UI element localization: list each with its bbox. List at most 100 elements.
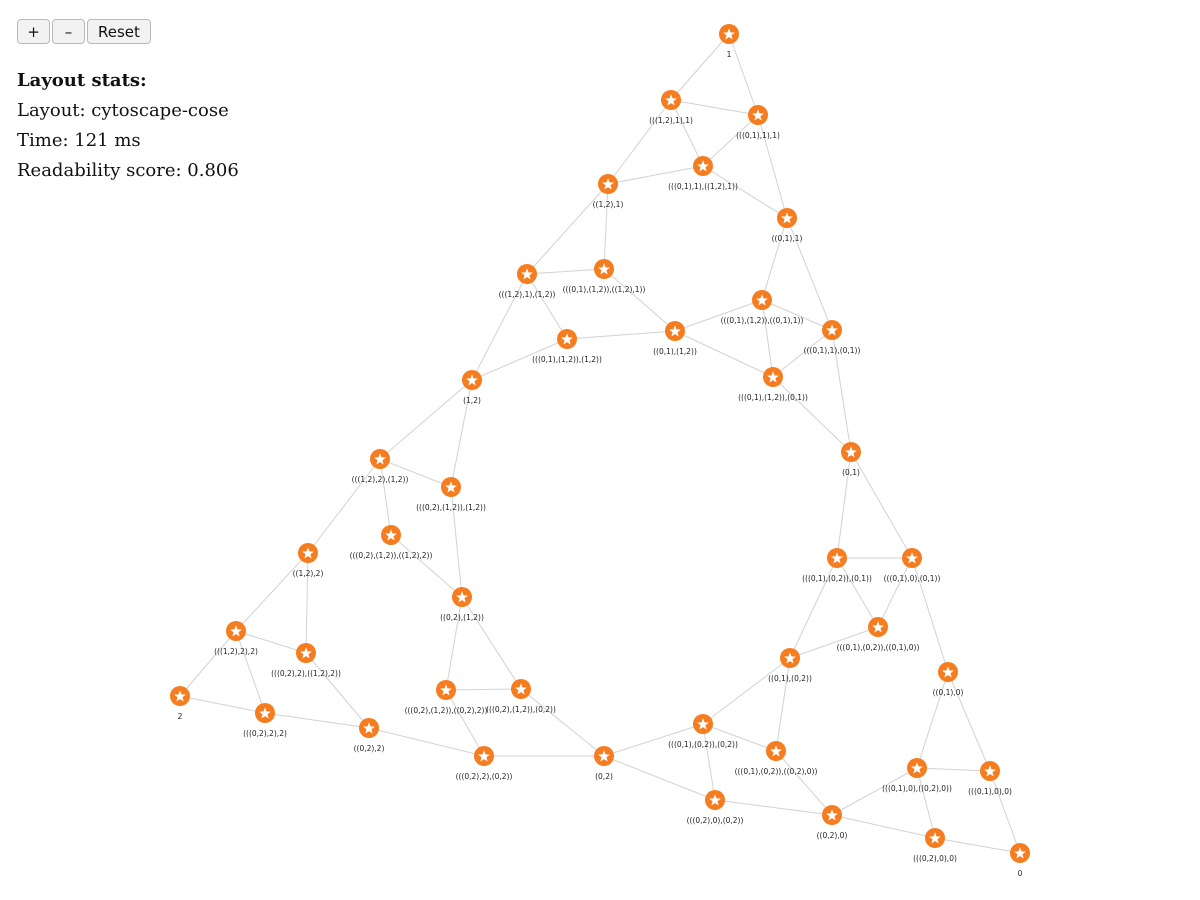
node-label: (((0,1),(1,2)),(0,1)) [738, 393, 808, 402]
graph-edge [757, 114, 788, 219]
graph-node[interactable]: 2 [170, 686, 190, 721]
reset-button[interactable]: Reset [87, 19, 151, 44]
graph-node[interactable]: 0 [1010, 843, 1030, 878]
graph-edge [603, 268, 676, 332]
node-label: (((0,1),1),(0,1)) [804, 346, 861, 355]
graph-node[interactable]: (((0,2),2),2) [243, 703, 287, 738]
node-label: (((0,2),(1,2)),(0,2)) [486, 705, 556, 714]
graph-edge [305, 652, 370, 729]
star-icon [826, 809, 838, 821]
node-label: ((0,2),2) [354, 744, 385, 753]
node-label: (0,2) [595, 772, 613, 781]
star-icon [752, 109, 764, 121]
star-icon [478, 750, 490, 762]
node-label: (((0,2),(1,2)),(1,2)) [416, 503, 486, 512]
graph-node[interactable]: (((0,1),(0,2)),((0,1),0)) [837, 617, 920, 652]
graph-node[interactable]: (0,2) [594, 746, 614, 781]
graph-edge [526, 268, 605, 275]
graph-node[interactable]: 1 [719, 24, 739, 59]
zoom-out-button[interactable]: – [52, 19, 85, 44]
graph-node[interactable]: ((0,1),1) [772, 208, 803, 243]
graph-node[interactable]: (((0,1),1),((1,2),1)) [668, 156, 738, 191]
graph-edge [728, 33, 759, 116]
graph-node[interactable]: ((0,1),(1,2)) [653, 321, 697, 356]
graph-node[interactable]: (((1,2),1),1) [649, 90, 693, 125]
graph-edge [526, 183, 609, 275]
graph-node[interactable]: (((0,2),2),((1,2),2)) [271, 643, 341, 678]
node-label: (((0,2),0),(0,2)) [687, 816, 744, 825]
graph-node[interactable]: (((0,1),(1,2)),((0,1),1)) [721, 290, 804, 325]
graph-edge [670, 99, 704, 167]
graph-edge [235, 630, 266, 714]
graph-node[interactable]: (((0,2),(1,2)),(1,2)) [416, 477, 486, 512]
graph-edge [989, 770, 1021, 854]
graph-edge [789, 557, 838, 659]
graph-edge [674, 299, 763, 332]
graph-node[interactable]: (((0,2),2),(0,2)) [456, 746, 513, 781]
graph-edge [603, 183, 609, 270]
graph-edge [836, 557, 879, 628]
graph-node[interactable]: (((0,2),(1,2)),((1,2),2)) [350, 525, 433, 560]
star-icon [767, 371, 779, 383]
graph-edge [445, 689, 485, 757]
graph-node[interactable]: (((0,1),(0,2)),(0,1)) [802, 548, 872, 583]
graph-edge [761, 299, 774, 378]
star-icon [665, 94, 677, 106]
graph-node[interactable]: ((0,1),0) [933, 662, 964, 697]
graph-edge [390, 534, 463, 598]
node-label: ((0,2),(1,2)) [440, 613, 484, 622]
star-icon [984, 765, 996, 777]
graph-edge [831, 329, 852, 453]
graph-edge [786, 217, 833, 331]
graph-edge [772, 329, 833, 378]
graph-node[interactable]: ((0,2),0) [817, 805, 848, 840]
graph-node[interactable]: (((0,1),(1,2)),((1,2),1)) [563, 259, 646, 294]
graph-node[interactable]: (((1,2),2),2) [214, 621, 258, 656]
graph-node[interactable]: (((0,1),(0,2)),((0,2),0)) [735, 741, 818, 776]
graph-node[interactable]: (((0,1),(1,2)),(0,1)) [738, 367, 808, 402]
graph-edge [379, 458, 392, 536]
graph-node[interactable]: (((0,1),(0,2)),(0,2)) [668, 714, 738, 749]
graph-node[interactable]: (((0,2),(1,2)),(0,2)) [486, 679, 556, 714]
graph-edge [911, 557, 949, 673]
graph-node[interactable]: ((0,2),2) [354, 718, 385, 753]
node-label: (((0,1),(1,2)),((0,1),1)) [721, 316, 804, 325]
graph-node[interactable]: ((0,2),(1,2)) [440, 587, 484, 622]
graph-edge [179, 630, 237, 697]
star-icon [756, 294, 768, 306]
graph-edge [471, 273, 528, 381]
graph-edge [603, 723, 704, 757]
graph-node[interactable]: ((0,1),(0,2)) [768, 648, 812, 683]
graph-node[interactable]: (1,2) [462, 370, 482, 405]
graph-node[interactable]: (((0,2),(1,2)),((0,2),2)) [405, 680, 488, 715]
graph-edge [305, 552, 309, 654]
graph-node[interactable]: (((0,1),(1,2)),(1,2)) [532, 329, 602, 364]
graph-edge [761, 217, 788, 301]
graph-edge [461, 596, 522, 690]
graph-edge [775, 657, 791, 752]
graph-node[interactable]: (((0,1),0),0) [968, 761, 1012, 796]
node-label: (((0,1),(0,2)),((0,1),0)) [837, 643, 920, 652]
star-icon [942, 666, 954, 678]
graph-node[interactable]: (((0,1),1),(0,1)) [804, 320, 861, 355]
star-icon [363, 722, 375, 734]
graph-node[interactable]: (0,1) [841, 442, 861, 477]
graph-node[interactable]: (((0,1),0),(0,1)) [884, 548, 941, 583]
graph-edge [761, 299, 833, 331]
graph-edge [702, 723, 777, 752]
star-icon [602, 178, 614, 190]
graph-edge [445, 596, 463, 691]
graph-node[interactable]: ((1,2),2) [293, 543, 324, 578]
graph-node[interactable]: (((0,1),0),((0,2),0)) [882, 758, 952, 793]
graph-node[interactable]: (((0,1),1),1) [736, 105, 780, 140]
star-icon [302, 547, 314, 559]
graph-node[interactable]: (((1,2),1),(1,2)) [499, 264, 556, 299]
graph-node[interactable]: (((0,2),0),0) [913, 828, 957, 863]
graph-node[interactable]: ((1,2),1) [593, 174, 624, 209]
node-label: ((1,2),2) [293, 569, 324, 578]
graph-node[interactable]: (((1,2),2),(1,2)) [352, 449, 409, 484]
graph-node[interactable]: (((0,2),0),(0,2)) [687, 790, 744, 825]
zoom-in-button[interactable]: + [17, 19, 50, 44]
graph-edge [450, 486, 463, 598]
